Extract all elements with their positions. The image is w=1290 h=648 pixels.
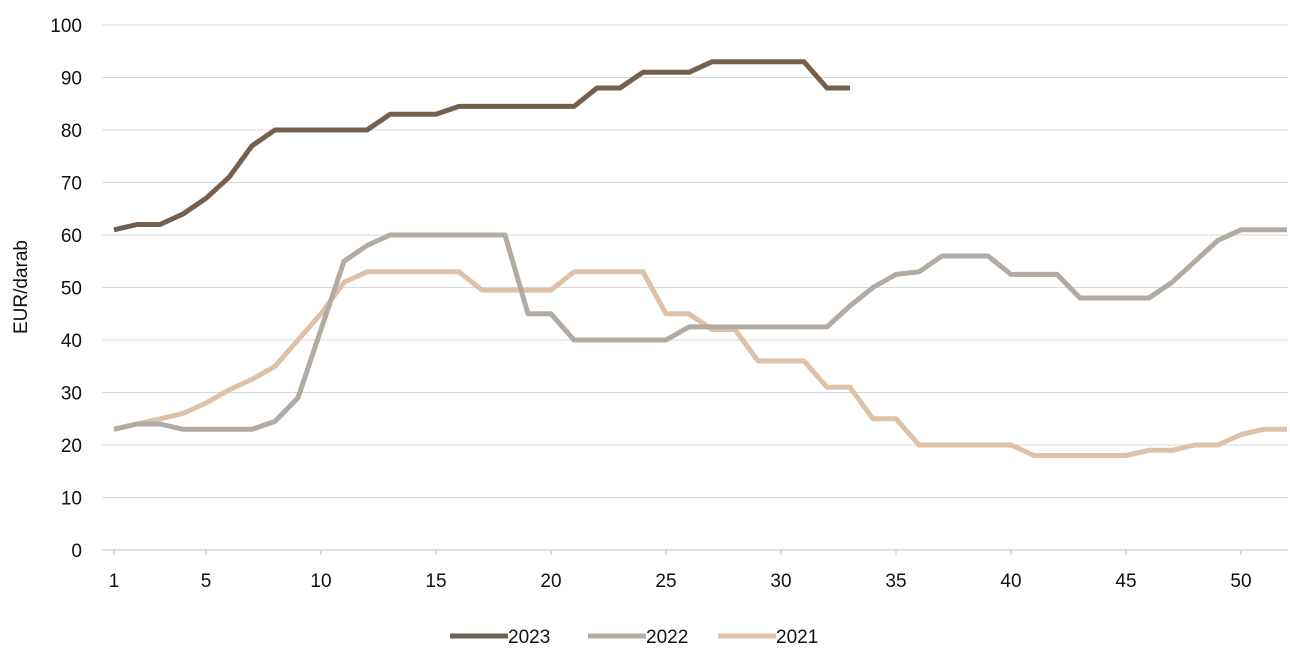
y-tick-label: 40 bbox=[61, 331, 82, 352]
y-tick-label: 10 bbox=[61, 489, 82, 510]
y-tick-label: 0 bbox=[71, 541, 82, 562]
x-tick-label: 20 bbox=[540, 571, 561, 592]
series-line-2022 bbox=[113, 227, 1287, 432]
y-tick-label: 30 bbox=[61, 384, 82, 405]
y-tick-label: 70 bbox=[61, 174, 82, 195]
legend-label-2023: 2023 bbox=[508, 627, 550, 648]
y-tick-label: 20 bbox=[61, 436, 82, 457]
x-axis-tick-labels: 1 5 10 15 20 25 30 35 40 45 50 bbox=[109, 550, 1252, 592]
series-line-2021 bbox=[113, 269, 1287, 458]
y-tick-label: 50 bbox=[61, 279, 82, 300]
x-tick-label: 45 bbox=[1115, 571, 1136, 592]
x-tick-label: 30 bbox=[770, 571, 791, 592]
y-axis-label: EUR/darab bbox=[11, 240, 32, 334]
y-axis-tick-labels: 0 10 20 30 40 50 60 70 80 90 100 bbox=[50, 16, 82, 562]
y-tick-label: 90 bbox=[61, 69, 82, 90]
x-tick-label: 10 bbox=[310, 571, 331, 592]
y-tick-label: 100 bbox=[50, 16, 82, 37]
x-tick-label: 50 bbox=[1230, 571, 1251, 592]
x-tick-label: 40 bbox=[1000, 571, 1021, 592]
legend-label-2021: 2021 bbox=[776, 627, 818, 648]
y-tick-label: 80 bbox=[61, 121, 82, 142]
legend: 2023 2022 2021 bbox=[450, 627, 818, 648]
series-lines bbox=[113, 59, 1287, 458]
x-tick-label: 1 bbox=[109, 571, 120, 592]
series-line-2023 bbox=[113, 59, 850, 233]
x-tick-label: 5 bbox=[201, 571, 212, 592]
legend-label-2022: 2022 bbox=[646, 627, 688, 648]
x-tick-label: 15 bbox=[425, 571, 446, 592]
x-tick-label: 25 bbox=[655, 571, 676, 592]
grid-lines bbox=[102, 24, 1288, 551]
x-tick-label: 35 bbox=[885, 571, 906, 592]
y-tick-label: 60 bbox=[61, 226, 82, 247]
